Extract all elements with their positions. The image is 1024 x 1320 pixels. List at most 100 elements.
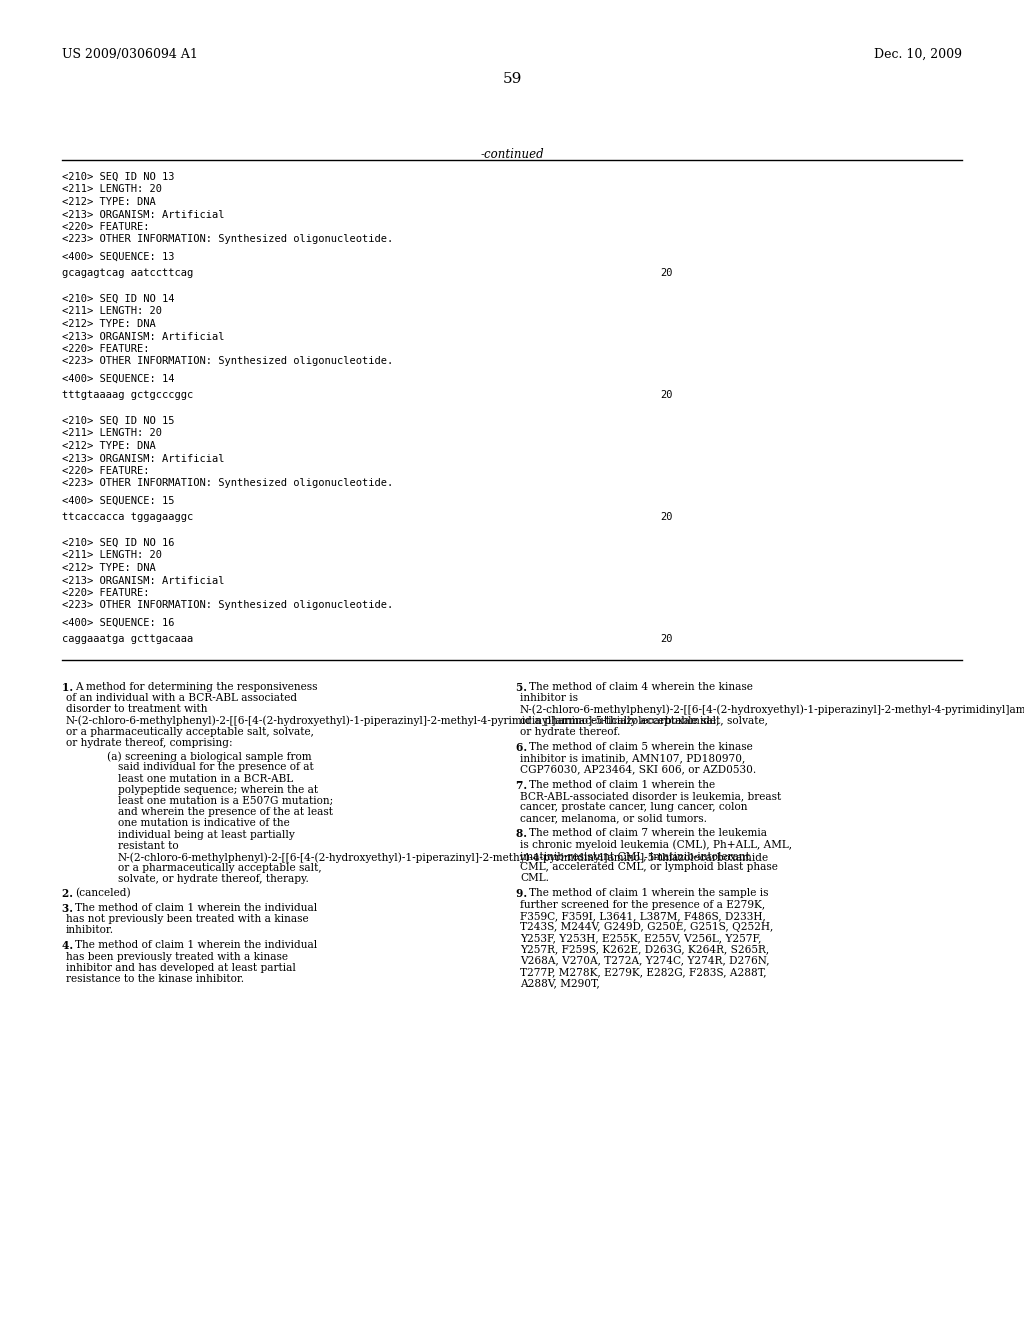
Text: BCR-ABL-associated disorder is leukemia, breast: BCR-ABL-associated disorder is leukemia,… <box>520 791 781 801</box>
Text: 20: 20 <box>660 268 673 277</box>
Text: <223> OTHER INFORMATION: Synthesized oligonucleotide.: <223> OTHER INFORMATION: Synthesized oli… <box>62 479 393 488</box>
Text: <213> ORGANISM: Artificial: <213> ORGANISM: Artificial <box>62 331 224 342</box>
Text: <210> SEQ ID NO 13: <210> SEQ ID NO 13 <box>62 172 174 182</box>
Text: polypeptide sequence; wherein the at: polypeptide sequence; wherein the at <box>118 785 317 795</box>
Text: F359C, F359I, L3641, L387M, F486S, D233H,: F359C, F359I, L3641, L387M, F486S, D233H… <box>520 911 766 921</box>
Text: The method of claim 7 wherein the leukemia: The method of claim 7 wherein the leukem… <box>529 829 767 838</box>
Text: or a pharmaceutically acceptable salt, solvate,: or a pharmaceutically acceptable salt, s… <box>520 715 768 726</box>
Text: <213> ORGANISM: Artificial: <213> ORGANISM: Artificial <box>62 576 224 586</box>
Text: The method of claim 1 wherein the individual: The method of claim 1 wherein the indivi… <box>75 903 317 913</box>
Text: Dec. 10, 2009: Dec. 10, 2009 <box>874 48 962 61</box>
Text: resistant to: resistant to <box>118 841 178 851</box>
Text: 3.: 3. <box>62 903 77 913</box>
Text: ttcaccacca tggagaaggc: ttcaccacca tggagaaggc <box>62 511 194 521</box>
Text: <212> TYPE: DNA: <212> TYPE: DNA <box>62 197 156 207</box>
Text: Y253F, Y253H, E255K, E255V, V256L, Y257F,: Y253F, Y253H, E255K, E255V, V256L, Y257F… <box>520 933 762 944</box>
Text: N-(2-chloro-6-methylphenyl)-2-[[6-[4-(2-hydroxyethyl)-1-piperazinyl]-2-methyl-4-: N-(2-chloro-6-methylphenyl)-2-[[6-[4-(2-… <box>66 715 720 726</box>
Text: The method of claim 5 wherein the kinase: The method of claim 5 wherein the kinase <box>529 742 753 752</box>
Text: of an individual with a BCR-ABL associated: of an individual with a BCR-ABL associat… <box>66 693 297 704</box>
Text: US 2009/0306094 A1: US 2009/0306094 A1 <box>62 48 198 61</box>
Text: has not previously been treated with a kinase: has not previously been treated with a k… <box>66 913 308 924</box>
Text: (canceled): (canceled) <box>75 887 131 898</box>
Text: T243S, M244V, G249D, G250E, G251S, Q252H,: T243S, M244V, G249D, G250E, G251S, Q252H… <box>520 921 773 932</box>
Text: cancer, prostate cancer, lung cancer, colon: cancer, prostate cancer, lung cancer, co… <box>520 803 748 812</box>
Text: 5.: 5. <box>516 682 530 693</box>
Text: <210> SEQ ID NO 14: <210> SEQ ID NO 14 <box>62 294 174 304</box>
Text: 59: 59 <box>503 73 521 86</box>
Text: <213> ORGANISM: Artificial: <213> ORGANISM: Artificial <box>62 454 224 463</box>
Text: <220> FEATURE:: <220> FEATURE: <box>62 466 150 477</box>
Text: gcagagtcag aatccttcag: gcagagtcag aatccttcag <box>62 268 194 277</box>
Text: 6.: 6. <box>516 742 530 752</box>
Text: further screened for the presence of a E279K,: further screened for the presence of a E… <box>520 900 765 909</box>
Text: resistance to the kinase inhibitor.: resistance to the kinase inhibitor. <box>66 974 244 983</box>
Text: 1.: 1. <box>62 682 77 693</box>
Text: <400> SEQUENCE: 13: <400> SEQUENCE: 13 <box>62 252 174 261</box>
Text: cancer, melanoma, or solid tumors.: cancer, melanoma, or solid tumors. <box>520 813 707 824</box>
Text: <220> FEATURE:: <220> FEATURE: <box>62 587 150 598</box>
Text: <223> OTHER INFORMATION: Synthesized oligonucleotide.: <223> OTHER INFORMATION: Synthesized oli… <box>62 356 393 367</box>
Text: caggaaatga gcttgacaaa: caggaaatga gcttgacaaa <box>62 634 194 644</box>
Text: Y257R, F259S, K262E, D263G, K264R, S265R,: Y257R, F259S, K262E, D263G, K264R, S265R… <box>520 944 769 954</box>
Text: individual being at least partially: individual being at least partially <box>118 829 295 840</box>
Text: <220> FEATURE:: <220> FEATURE: <box>62 222 150 232</box>
Text: inhibitor and has developed at least partial: inhibitor and has developed at least par… <box>66 962 296 973</box>
Text: CML.: CML. <box>520 874 549 883</box>
Text: inhibitor.: inhibitor. <box>66 925 114 935</box>
Text: said individual for the presence of at: said individual for the presence of at <box>118 763 313 772</box>
Text: 9.: 9. <box>516 888 530 899</box>
Text: <212> TYPE: DNA: <212> TYPE: DNA <box>62 564 156 573</box>
Text: <223> OTHER INFORMATION: Synthesized oligonucleotide.: <223> OTHER INFORMATION: Synthesized oli… <box>62 601 393 610</box>
Text: 8.: 8. <box>516 829 530 840</box>
Text: <212> TYPE: DNA: <212> TYPE: DNA <box>62 441 156 451</box>
Text: -continued: -continued <box>480 148 544 161</box>
Text: A288V, M290T,: A288V, M290T, <box>520 978 600 987</box>
Text: is chronic myeloid leukemia (CML), Ph+ALL, AML,: is chronic myeloid leukemia (CML), Ph+AL… <box>520 840 792 850</box>
Text: 2.: 2. <box>62 887 77 899</box>
Text: <210> SEQ ID NO 15: <210> SEQ ID NO 15 <box>62 416 174 426</box>
Text: <223> OTHER INFORMATION: Synthesized oligonucleotide.: <223> OTHER INFORMATION: Synthesized oli… <box>62 235 393 244</box>
Text: has been previously treated with a kinase: has been previously treated with a kinas… <box>66 952 288 961</box>
Text: <211> LENGTH: 20: <211> LENGTH: 20 <box>62 185 162 194</box>
Text: 7.: 7. <box>516 780 530 791</box>
Text: or a pharmaceutically acceptable salt, solvate,: or a pharmaceutically acceptable salt, s… <box>66 727 314 737</box>
Text: A method for determining the responsiveness: A method for determining the responsiven… <box>75 682 317 692</box>
Text: and wherein the presence of the at least: and wherein the presence of the at least <box>118 808 333 817</box>
Text: <211> LENGTH: 20: <211> LENGTH: 20 <box>62 306 162 317</box>
Text: <213> ORGANISM: Artificial: <213> ORGANISM: Artificial <box>62 210 224 219</box>
Text: N-(2-chloro-6-methylphenyl)-2-[[6-[4-(2-hydroxyethyl)-1-piperazinyl]-2-methyl-4-: N-(2-chloro-6-methylphenyl)-2-[[6-[4-(2-… <box>118 851 769 862</box>
Text: or hydrate thereof.: or hydrate thereof. <box>520 727 621 737</box>
Text: <220> FEATURE:: <220> FEATURE: <box>62 345 150 354</box>
Text: T277P, M278K, E279K, E282G, F283S, A288T,: T277P, M278K, E279K, E282G, F283S, A288T… <box>520 966 767 977</box>
Text: CGP76030, AP23464, SKI 606, or AZD0530.: CGP76030, AP23464, SKI 606, or AZD0530. <box>520 764 757 775</box>
Text: The method of claim 1 wherein the: The method of claim 1 wherein the <box>529 780 715 789</box>
Text: <210> SEQ ID NO 16: <210> SEQ ID NO 16 <box>62 539 174 548</box>
Text: The method of claim 4 wherein the kinase: The method of claim 4 wherein the kinase <box>529 682 753 692</box>
Text: N-(2-chloro-6-methylphenyl)-2-[[6-[4-(2-hydroxyethyl)-1-piperazinyl]-2-methyl-4-: N-(2-chloro-6-methylphenyl)-2-[[6-[4-(2-… <box>520 705 1024 715</box>
Text: 20: 20 <box>660 511 673 521</box>
Text: one mutation is indicative of the: one mutation is indicative of the <box>118 818 290 829</box>
Text: <400> SEQUENCE: 14: <400> SEQUENCE: 14 <box>62 374 174 384</box>
Text: or hydrate thereof, comprising:: or hydrate thereof, comprising: <box>66 738 232 748</box>
Text: <400> SEQUENCE: 16: <400> SEQUENCE: 16 <box>62 618 174 628</box>
Text: <211> LENGTH: 20: <211> LENGTH: 20 <box>62 429 162 438</box>
Text: The method of claim 1 wherein the sample is: The method of claim 1 wherein the sample… <box>529 888 769 899</box>
Text: least one mutation is a E507G mutation;: least one mutation is a E507G mutation; <box>118 796 333 807</box>
Text: (a) screening a biological sample from: (a) screening a biological sample from <box>108 751 311 762</box>
Text: inhibitor is: inhibitor is <box>520 693 578 704</box>
Text: <211> LENGTH: 20: <211> LENGTH: 20 <box>62 550 162 561</box>
Text: imatinib-resistant CML, imatinib-intolerant: imatinib-resistant CML, imatinib-intoler… <box>520 851 750 861</box>
Text: inhibitor is imatinib, AMN107, PD180970,: inhibitor is imatinib, AMN107, PD180970, <box>520 754 745 763</box>
Text: <212> TYPE: DNA: <212> TYPE: DNA <box>62 319 156 329</box>
Text: solvate, or hydrate thereof, therapy.: solvate, or hydrate thereof, therapy. <box>118 874 308 884</box>
Text: <400> SEQUENCE: 15: <400> SEQUENCE: 15 <box>62 496 174 506</box>
Text: 20: 20 <box>660 634 673 644</box>
Text: or a pharmaceutically acceptable salt,: or a pharmaceutically acceptable salt, <box>118 863 322 874</box>
Text: CML, accelerated CML, or lymphoid blast phase: CML, accelerated CML, or lymphoid blast … <box>520 862 778 873</box>
Text: V268A, V270A, T272A, Y274C, Y274R, D276N,: V268A, V270A, T272A, Y274C, Y274R, D276N… <box>520 956 769 966</box>
Text: disorder to treatment with: disorder to treatment with <box>66 705 208 714</box>
Text: The method of claim 1 wherein the individual: The method of claim 1 wherein the indivi… <box>75 940 317 950</box>
Text: tttgtaaaag gctgcccggc: tttgtaaaag gctgcccggc <box>62 389 194 400</box>
Text: 20: 20 <box>660 389 673 400</box>
Text: 4.: 4. <box>62 940 77 952</box>
